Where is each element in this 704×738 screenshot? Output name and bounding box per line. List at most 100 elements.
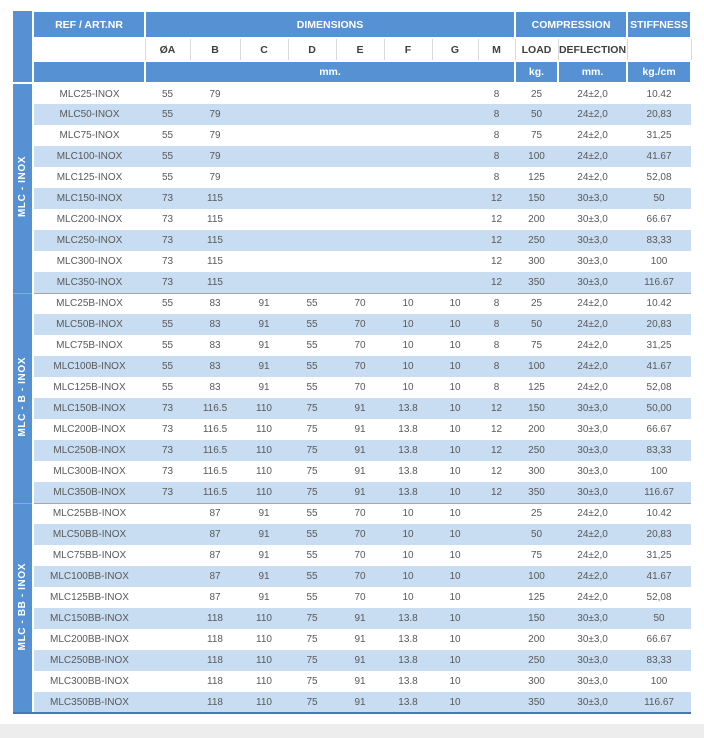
cell-oa: 73 — [145, 482, 190, 503]
cell-b: 83 — [190, 335, 240, 356]
cell-f — [384, 125, 432, 146]
cell-c — [240, 104, 288, 125]
cell-oa: 55 — [145, 146, 190, 167]
cell-f — [384, 251, 432, 272]
cell-c: 91 — [240, 292, 288, 314]
cell-load: 75 — [515, 545, 559, 566]
spec-table: REF / ART.NR DIMENSIONS COMPRESSION STIF… — [13, 10, 693, 714]
cell-f: 13.8 — [384, 461, 432, 482]
table-group: MLC - INOX MLC25-INOX 55 79 8 25 24±2,0 10.42 ML… — [13, 83, 692, 293]
cell-oa — [145, 671, 190, 692]
table-row: MLC300-INOX 73 115 12 300 30±3,0 100 — [13, 251, 692, 272]
cell-m: 12 — [478, 440, 516, 461]
col-header-f: F — [383, 38, 433, 61]
group-label-text: MLC - BB - INOX — [17, 562, 28, 650]
table-row: MLC100B-INOX 55 83 91 55 70 10 10 8 100 24±2,0 41.6… — [13, 356, 692, 377]
cell-f: 13.8 — [384, 419, 432, 440]
cell-load: 100 — [515, 566, 559, 587]
cell-oa: 73 — [145, 419, 190, 440]
cell-ref: MLC75B-INOX — [33, 335, 145, 356]
cell-load: 250 — [515, 650, 559, 671]
cell-f: 13.8 — [384, 692, 432, 714]
cell-m: 8 — [478, 335, 516, 356]
table-row: MLC350B-INOX 73 116.5 110 75 91 13.8 10 12 350 30±… — [13, 482, 692, 503]
cell-b: 79 — [190, 146, 240, 167]
cell-oa — [145, 524, 190, 545]
cell-e: 91 — [336, 650, 384, 671]
cell-b: 79 — [190, 83, 240, 104]
cell-f: 10 — [384, 524, 432, 545]
cell-oa: 55 — [145, 292, 190, 314]
cell-stiffness: 10.42 — [627, 83, 692, 104]
cell-stiffness: 20,83 — [627, 314, 692, 335]
cell-oa — [145, 608, 190, 629]
group-label: MLC - INOX — [13, 83, 34, 293]
cell-c: 110 — [240, 650, 288, 671]
cell-b: 79 — [190, 167, 240, 188]
cell-c: 110 — [240, 482, 288, 503]
cell-d: 55 — [288, 524, 336, 545]
cell-c: 91 — [240, 335, 288, 356]
cell-deflection: 30±3,0 — [558, 692, 628, 714]
compression-header: COMPRESSION — [514, 10, 629, 39]
table-row: MLC100-INOX 55 79 8 100 24±2,0 41.67 — [13, 146, 692, 167]
cell-m — [478, 671, 516, 692]
cell-oa: 73 — [145, 209, 190, 230]
header-row-units: mm. kg. mm. kg./cm — [13, 60, 693, 84]
cell-m: 12 — [478, 461, 516, 482]
cell-deflection: 24±2,0 — [558, 335, 628, 356]
stiffness-header: STIFFNESS — [626, 10, 693, 39]
cell-d: 55 — [288, 502, 336, 524]
cell-c — [240, 125, 288, 146]
table-row: MLC75B-INOX 55 83 91 55 70 10 10 8 75 24±2,0 31,25 — [13, 335, 692, 356]
cell-b: 83 — [190, 356, 240, 377]
cell-stiffness: 100 — [627, 251, 692, 272]
cell-oa: 55 — [145, 314, 190, 335]
cell-g: 10 — [432, 629, 478, 650]
cell-d — [288, 167, 336, 188]
cell-deflection: 30±3,0 — [558, 419, 628, 440]
cell-ref: MLC200-INOX — [33, 209, 145, 230]
cell-stiffness: 100 — [627, 461, 692, 482]
cell-deflection: 30±3,0 — [558, 272, 628, 293]
cell-f: 13.8 — [384, 398, 432, 419]
cell-b: 87 — [190, 545, 240, 566]
table-row: MLC125BB-INOX 87 91 55 70 10 10 125 24±2,0 52,08 — [13, 587, 692, 608]
cell-c — [240, 188, 288, 209]
cell-stiffness: 66.67 — [627, 209, 692, 230]
cell-f: 13.8 — [384, 482, 432, 503]
cell-stiffness: 10.42 — [627, 292, 692, 314]
cell-ref: MLC300BB-INOX — [33, 671, 145, 692]
cell-deflection: 30±3,0 — [558, 251, 628, 272]
cell-load: 125 — [515, 587, 559, 608]
cell-oa — [145, 629, 190, 650]
cell-g: 10 — [432, 692, 478, 714]
cell-ref: MLC150-INOX — [33, 188, 145, 209]
col-header-g: G — [431, 38, 479, 61]
cell-deflection: 24±2,0 — [558, 292, 628, 314]
cell-load: 350 — [515, 482, 559, 503]
cell-oa: 73 — [145, 272, 190, 293]
cell-deflection: 24±2,0 — [558, 146, 628, 167]
cell-b: 115 — [190, 272, 240, 293]
cell-b: 115 — [190, 230, 240, 251]
cell-load: 75 — [515, 125, 559, 146]
cell-b: 116.5 — [190, 398, 240, 419]
cell-d — [288, 272, 336, 293]
cell-m — [478, 566, 516, 587]
cell-g — [432, 230, 478, 251]
cell-e — [336, 272, 384, 293]
cell-c — [240, 230, 288, 251]
cell-d: 55 — [288, 292, 336, 314]
cell-g — [432, 167, 478, 188]
cell-b: 118 — [190, 692, 240, 714]
cell-deflection: 30±3,0 — [558, 482, 628, 503]
cell-f: 13.8 — [384, 629, 432, 650]
cell-oa — [145, 650, 190, 671]
cell-g: 10 — [432, 461, 478, 482]
cell-m — [478, 502, 516, 524]
cell-d: 55 — [288, 587, 336, 608]
table-row: MLC200-INOX 73 115 12 200 30±3,0 66.67 — [13, 209, 692, 230]
cell-f: 10 — [384, 545, 432, 566]
cell-m: 8 — [478, 377, 516, 398]
